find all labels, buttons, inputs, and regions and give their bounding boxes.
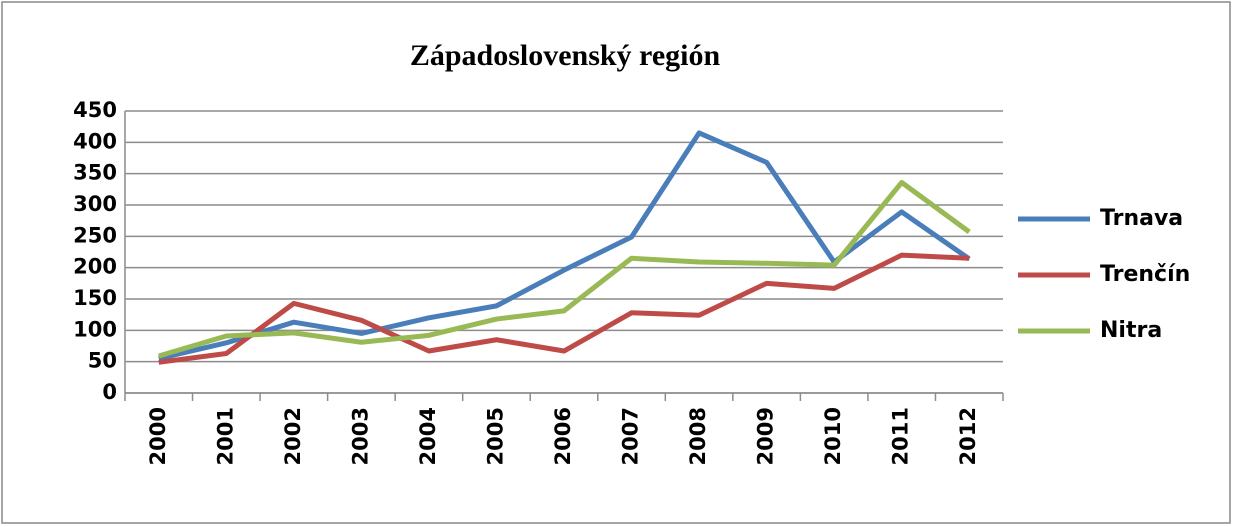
y-tick-label: 200 [73, 255, 117, 279]
y-tick-label: 100 [73, 317, 117, 341]
x-tick-label: 2006 [551, 407, 575, 465]
y-tick-label: 350 [73, 161, 117, 185]
y-tick-label: 0 [102, 380, 117, 404]
y-tick-label: 150 [73, 286, 117, 310]
y-tick-label: 400 [73, 129, 117, 153]
x-tick-label: 2005 [483, 407, 507, 465]
x-tick-label: 2010 [821, 407, 845, 465]
x-tick-label: 2000 [146, 407, 170, 465]
x-tick-label: 2011 [889, 407, 913, 465]
x-tick-label: 2012 [956, 407, 980, 465]
line-series [158, 252, 970, 365]
y-tick-label: 250 [73, 223, 117, 247]
y-tick-label: 450 [73, 98, 117, 122]
y-tick-label: 50 [88, 349, 117, 373]
chart-title: Západoslovenský región [410, 39, 721, 72]
x-tick-label: 2009 [754, 407, 778, 465]
x-tick-label: 2007 [619, 407, 643, 465]
x-tick-label: 2003 [348, 407, 372, 465]
y-tick-label: 300 [73, 192, 117, 216]
line-series [158, 179, 971, 359]
x-tick-label: 2001 [213, 407, 237, 465]
x-tick-label: 2008 [686, 407, 710, 465]
legend-label: Nitra [1100, 318, 1162, 343]
legend-label: Trnava [1100, 206, 1183, 231]
x-tick-label: 2004 [416, 407, 440, 465]
legend-label: Trenčín [1100, 262, 1190, 287]
x-tick-label: 2002 [281, 407, 305, 465]
